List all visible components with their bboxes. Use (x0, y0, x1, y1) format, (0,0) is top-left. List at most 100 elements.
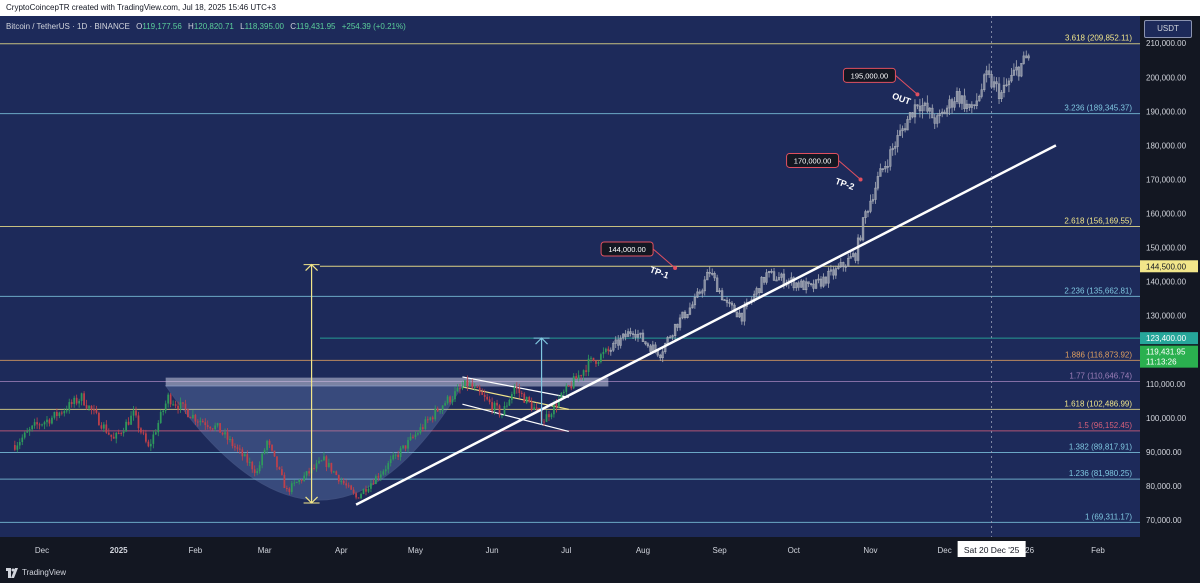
candle-body (206, 425, 209, 427)
candle-body (122, 431, 125, 434)
target-point (858, 177, 863, 182)
candle-body (100, 425, 103, 429)
projection-candle-body (871, 199, 875, 202)
candle-body (95, 409, 98, 413)
candle-body (367, 488, 370, 492)
candle-body (491, 402, 493, 411)
candle-body (98, 412, 100, 426)
candle-body (105, 424, 108, 433)
projection-candle-body (842, 262, 845, 267)
candle-body (525, 396, 528, 403)
candle-body (115, 432, 118, 439)
candle-body (149, 443, 152, 447)
candle-body (545, 414, 548, 422)
candle-body (85, 405, 88, 409)
projection-candle-body (975, 100, 978, 106)
candle-body (137, 415, 140, 429)
fib-level-label: 1.77 (110,646.74) (1069, 372, 1132, 381)
candle-body (350, 485, 353, 490)
fib-level-label: 1.236 (81,980.25) (1069, 469, 1132, 478)
projection-candle-body (881, 168, 884, 170)
projection-candle-body (609, 349, 612, 352)
projection-candle-body (693, 296, 697, 306)
candle-body (204, 422, 207, 426)
candle-body (486, 396, 489, 400)
candle-body (117, 432, 120, 434)
candle-body (466, 380, 469, 386)
candle-body (461, 386, 464, 389)
candle-body (263, 449, 266, 454)
currency-button[interactable]: USDT (1144, 20, 1192, 38)
candle-body (298, 479, 301, 483)
candle-body (476, 386, 479, 388)
candle-body (362, 489, 365, 494)
time-tick-label: Jun (486, 546, 499, 555)
open-label: O (136, 22, 143, 31)
candle-body (523, 393, 526, 403)
projection-candle-body (866, 211, 870, 213)
fib-level-label: 3.618 (209,852.11) (1065, 34, 1132, 43)
time-tick-label: Jul (561, 546, 571, 555)
candle-body (83, 393, 85, 406)
candle-body (604, 348, 607, 352)
candle-body (387, 463, 390, 470)
projection-candle-body (673, 323, 677, 336)
symbol-name[interactable]: Bitcoin / TetherUS · 1D · BINANCE (6, 22, 130, 31)
projection-candle-body (767, 270, 771, 273)
cup-rim-band (165, 377, 609, 387)
chart-canvas[interactable]: 3.618 (209,852.11) 3.236 (189,345.37) 2.61… (0, 16, 1200, 563)
candle-body (424, 419, 427, 429)
projection-candle-body (617, 339, 620, 346)
candle-body (75, 397, 78, 404)
candle-body (261, 453, 263, 466)
chart-frame[interactable]: 3.618 (209,852.11) 3.236 (189,345.37) 2.61… (0, 16, 1200, 563)
candle-body (518, 388, 521, 393)
target-leader-line (838, 160, 861, 180)
projection-candle-body (802, 280, 805, 291)
candle-body (221, 432, 224, 435)
candle-body (431, 417, 434, 420)
projection-candle-body (696, 291, 699, 298)
projection-candle-body (814, 279, 818, 289)
candle-body (140, 428, 142, 433)
projection-candle-body (812, 283, 815, 289)
candle-body (402, 445, 404, 449)
projection-candle-body (668, 336, 672, 339)
low-label: L (240, 22, 245, 31)
projection-candle-body (936, 115, 939, 124)
candle-body (565, 385, 568, 392)
price-tick-label: 70,000.00 (1146, 516, 1182, 525)
projection-candle-body (703, 279, 706, 292)
projection-candle-body (869, 200, 872, 212)
candle-body (342, 480, 345, 484)
projection-candle-body (832, 269, 835, 276)
projection-candle-body (995, 81, 998, 85)
projection-candle-body (631, 333, 635, 335)
candle-body (145, 433, 147, 442)
projection-candle-body (639, 332, 642, 335)
projection-candle-body (659, 354, 662, 359)
projection-candle-body (1020, 63, 1023, 77)
candle-body (379, 474, 382, 478)
candle-body (449, 396, 451, 403)
projection-candle-body (955, 91, 959, 102)
projection-candle-body (809, 283, 813, 285)
candle-body (157, 422, 160, 433)
candle-body (600, 354, 602, 363)
candle-body (125, 421, 127, 432)
projection-candle-body (847, 257, 850, 267)
candle-body (132, 410, 135, 416)
projection-candle-body (973, 104, 976, 107)
projection-candle-body (980, 89, 983, 97)
candle-body (70, 402, 73, 405)
candle-body (471, 383, 474, 388)
projection-candle-body (894, 146, 897, 149)
candle-body (426, 419, 429, 421)
projection-candle-body (1017, 66, 1020, 77)
candle-body (394, 454, 397, 456)
candle-body (315, 463, 318, 469)
candle-body (236, 447, 239, 449)
candle-body (278, 467, 281, 470)
candle-body (68, 402, 71, 411)
candle-body (320, 460, 323, 462)
